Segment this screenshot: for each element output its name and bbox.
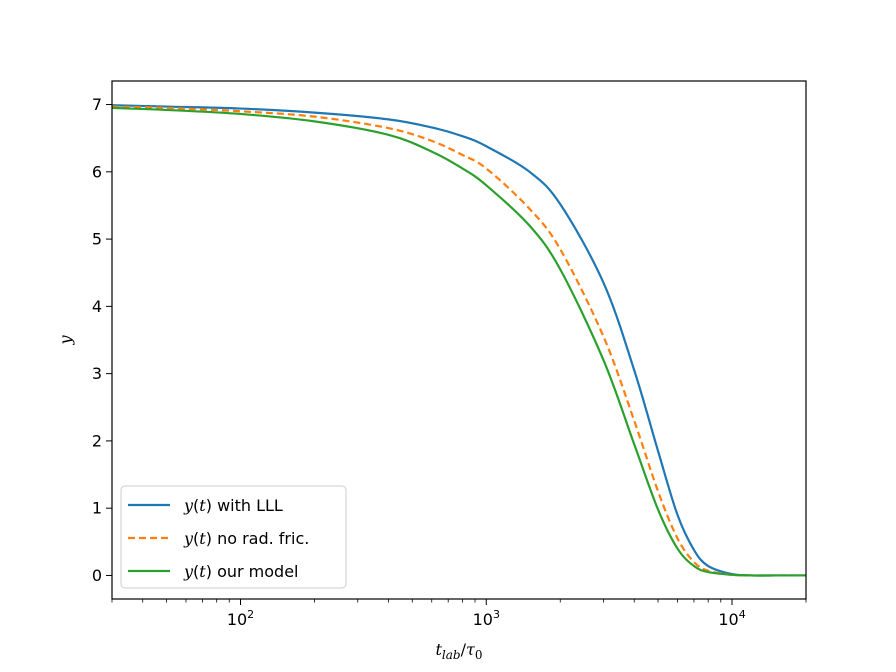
x-axis-ticks: 102 103 104 (111, 599, 807, 629)
x-axis-label-slash: / (461, 640, 467, 659)
y-axis-label: y (56, 335, 75, 346)
y-tick-label: 0 (92, 566, 102, 585)
legend-label-1: y(t) with LLL (183, 496, 283, 515)
x-tick-label: 103 (473, 608, 500, 629)
legend-label-3: y(t) our model (183, 562, 298, 581)
legend-label-2: y(t) no rad. fric. (183, 529, 309, 548)
x-tick-label: 102 (227, 608, 254, 629)
y-tick-label: 3 (92, 364, 102, 383)
plot-frame (111, 80, 807, 600)
y-tick-label: 5 (92, 230, 102, 249)
y-tick-label: 4 (92, 297, 102, 316)
legend-items: y(t) with LLL y(t) no rad. fric. y(t) our … (128, 496, 309, 581)
x-tick-label: 104 (718, 608, 745, 629)
y-tick-label: 1 (92, 499, 102, 518)
legend-box (120, 485, 347, 589)
legend: y(t) with LLL y(t) no rad. fric. y(t) our … (120, 485, 347, 589)
x-axis-label-tau-sub: 0 (475, 648, 483, 662)
plot-lines (111, 104, 806, 577)
series-line-3 (111, 106, 806, 577)
y-tick-label: 7 (92, 95, 102, 114)
series-line-1 (111, 104, 806, 577)
x-axis-label-t: t (435, 640, 442, 659)
y-tick-label: 2 (92, 431, 102, 450)
x-axis-label-tau: τ (466, 640, 476, 659)
x-axis-label: tlab/τ0 (435, 640, 482, 662)
y-axis-ticks: 0 1 2 3 4 5 6 7 (92, 95, 112, 585)
y-tick-label: 6 (92, 162, 102, 181)
x-axis-label-sub: lab (442, 648, 461, 662)
